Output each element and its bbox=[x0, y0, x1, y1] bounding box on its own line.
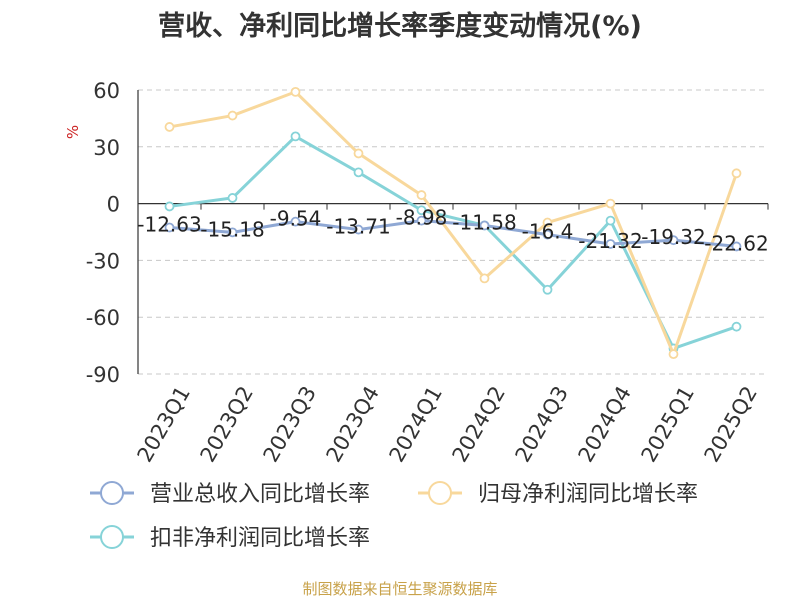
data-point bbox=[479, 220, 490, 231]
data-point bbox=[479, 273, 490, 284]
series-line bbox=[169, 219, 737, 248]
data-label: -21.32 bbox=[578, 229, 642, 253]
x-tick-label: 2024Q1 bbox=[385, 382, 447, 466]
data-point bbox=[416, 205, 427, 216]
y-tick-label: 60 bbox=[93, 79, 120, 103]
x-tick-label: 2023Q3 bbox=[259, 382, 321, 466]
data-point bbox=[731, 168, 742, 179]
data-point bbox=[290, 86, 301, 97]
x-tick-label: 2023Q2 bbox=[196, 382, 258, 466]
data-point bbox=[605, 239, 616, 249]
data-point bbox=[290, 216, 301, 227]
y-tick-label: -60 bbox=[86, 306, 120, 330]
x-tick-label: 2024Q3 bbox=[511, 382, 573, 466]
x-tick-label: 2024Q2 bbox=[448, 382, 510, 466]
data-point bbox=[164, 122, 175, 132]
data-point bbox=[542, 217, 553, 228]
legend-swatch-marker bbox=[100, 525, 124, 549]
data-point bbox=[353, 224, 364, 235]
data-label-layer: -12.63-15.18 -9.54 -13.71 -8.98 -11.58 -16.4-… bbox=[137, 206, 768, 256]
data-point bbox=[731, 321, 742, 332]
data-point bbox=[542, 229, 553, 240]
y-tick-label: -90 bbox=[86, 363, 120, 387]
y-tick-label: -30 bbox=[86, 249, 120, 273]
data-point bbox=[290, 131, 301, 142]
legend-label: 扣非净利润同比增长率 bbox=[150, 526, 370, 551]
chart-title: 营收、净利同比增长率季度变动情况(%) bbox=[158, 11, 642, 42]
y-tick-label: 30 bbox=[93, 136, 120, 160]
data-point bbox=[227, 227, 238, 238]
data-label: -12.63 bbox=[137, 213, 201, 237]
data-point bbox=[227, 110, 238, 121]
grid-layer bbox=[138, 89, 768, 375]
data-label: -9.54 bbox=[270, 207, 322, 231]
data-point bbox=[731, 241, 742, 252]
legend-swatch-marker bbox=[100, 481, 124, 505]
source-note: 制图数据来自恒生聚源数据库 bbox=[302, 580, 498, 598]
x-tick-label: 2023Q4 bbox=[322, 382, 384, 466]
data-point bbox=[416, 215, 427, 226]
x-tick-label: 2025Q1 bbox=[637, 382, 699, 466]
data-point bbox=[353, 148, 364, 159]
data-label: -22.62 bbox=[704, 231, 768, 255]
series-layer bbox=[164, 86, 742, 360]
legend-swatch-marker bbox=[428, 481, 452, 505]
data-point bbox=[353, 167, 364, 178]
y-tick-label: 0 bbox=[107, 193, 120, 217]
x-tick-label: 2024Q4 bbox=[574, 382, 636, 466]
data-point bbox=[227, 193, 238, 203]
series-line bbox=[169, 134, 737, 350]
x-tick-label: 2025Q2 bbox=[700, 382, 762, 466]
data-label: -15.18 bbox=[200, 217, 264, 241]
data-point bbox=[164, 201, 175, 212]
data-label: -8.98 bbox=[396, 206, 448, 230]
series-line bbox=[169, 90, 738, 356]
data-point bbox=[605, 198, 616, 209]
data-point bbox=[416, 190, 427, 200]
x-tick-label: 2023Q1 bbox=[133, 382, 195, 466]
y-axis-label: % bbox=[64, 125, 82, 139]
data-point bbox=[542, 284, 553, 295]
data-label: -19.32 bbox=[641, 225, 705, 249]
legend-label: 营业总收入同比增长率 bbox=[150, 482, 370, 507]
data-label: -13.71 bbox=[326, 215, 390, 239]
data-label: -16.4 bbox=[522, 220, 574, 244]
data-point bbox=[668, 235, 679, 246]
data-point bbox=[668, 349, 679, 360]
data-point bbox=[164, 222, 175, 233]
legend-label: 归母净利润同比增长率 bbox=[478, 482, 698, 507]
data-label: -11.58 bbox=[452, 211, 516, 235]
data-point bbox=[605, 215, 616, 226]
